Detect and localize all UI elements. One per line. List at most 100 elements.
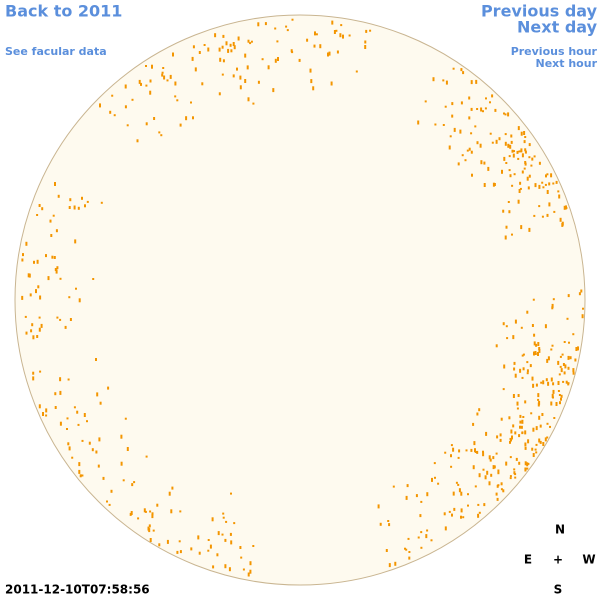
facula	[298, 58, 301, 62]
facula	[149, 538, 152, 542]
facula	[25, 241, 28, 246]
facula	[530, 412, 533, 415]
facula	[290, 49, 293, 53]
facula	[518, 189, 521, 193]
facula	[451, 102, 454, 106]
facula	[236, 67, 238, 71]
facula	[527, 439, 530, 444]
facula	[524, 148, 527, 152]
facula	[470, 107, 473, 111]
facula	[221, 73, 224, 76]
facula	[538, 415, 541, 420]
facula	[478, 408, 481, 412]
facula	[519, 420, 522, 424]
facula	[415, 494, 418, 498]
facula	[510, 429, 513, 434]
facula	[502, 322, 505, 326]
next-day-link[interactable]: Next day	[517, 18, 598, 37]
facula	[542, 186, 545, 189]
facula	[179, 123, 182, 127]
facula	[145, 455, 148, 458]
facula	[442, 124, 445, 126]
facula	[513, 361, 516, 365]
facula	[475, 79, 478, 84]
facula	[486, 470, 489, 475]
facula	[442, 79, 445, 82]
facula	[518, 150, 521, 153]
facula	[535, 343, 538, 347]
facula	[458, 449, 461, 453]
facula	[526, 310, 529, 314]
facula	[444, 105, 447, 108]
facula	[468, 147, 471, 151]
facula	[520, 148, 523, 153]
facula	[365, 29, 368, 33]
facula	[64, 325, 67, 329]
facular-data-link[interactable]: See facular data	[5, 45, 107, 58]
facula	[219, 57, 222, 62]
facula	[474, 451, 477, 453]
facula	[405, 548, 408, 551]
facula	[563, 341, 566, 343]
facula	[517, 157, 520, 160]
facula	[252, 102, 255, 105]
facula	[54, 268, 57, 271]
previous-hour-link[interactable]: Previous hour	[511, 45, 598, 58]
compass-east: E	[524, 553, 532, 567]
facula	[507, 112, 510, 117]
facula	[513, 150, 515, 153]
facula	[466, 149, 469, 152]
facula	[207, 47, 210, 52]
facula	[546, 173, 549, 176]
next-hour-link[interactable]: Next hour	[536, 57, 598, 70]
facula	[526, 361, 529, 364]
facula	[467, 504, 469, 507]
facula	[572, 371, 575, 375]
facula	[242, 568, 245, 571]
facula	[544, 324, 547, 329]
facula	[145, 122, 148, 126]
facula	[449, 135, 452, 138]
facula	[86, 420, 88, 423]
facula	[482, 452, 485, 457]
facula	[485, 431, 488, 436]
facula	[501, 169, 503, 174]
facula	[567, 382, 570, 386]
facula	[32, 376, 35, 381]
facula	[448, 510, 451, 513]
facula	[508, 169, 511, 172]
facula	[464, 159, 467, 162]
facula	[568, 341, 570, 344]
facula	[460, 491, 463, 496]
facula	[229, 43, 232, 47]
facula	[71, 456, 74, 459]
facula	[55, 229, 58, 233]
facula	[66, 428, 68, 430]
previous-day-link[interactable]: Previous day	[481, 2, 598, 21]
facula	[538, 347, 541, 350]
facula	[143, 508, 146, 513]
facula	[67, 378, 70, 381]
facula	[444, 526, 447, 531]
facula	[148, 528, 151, 533]
back-link[interactable]: Back to 2011	[5, 2, 122, 21]
facula	[524, 446, 527, 450]
facula	[249, 561, 252, 566]
facula	[497, 469, 500, 473]
facula	[76, 410, 79, 414]
facula	[559, 355, 562, 358]
facula	[450, 454, 452, 458]
facula	[472, 422, 475, 426]
facula	[216, 553, 219, 557]
facula	[239, 75, 242, 80]
facula	[66, 417, 69, 420]
facula	[385, 549, 388, 552]
facula	[537, 393, 540, 398]
facula	[537, 402, 540, 407]
facula	[153, 117, 156, 120]
facula	[567, 366, 570, 370]
facula	[462, 71, 465, 75]
facula	[541, 413, 544, 416]
facula	[514, 319, 517, 324]
facula	[52, 214, 55, 217]
